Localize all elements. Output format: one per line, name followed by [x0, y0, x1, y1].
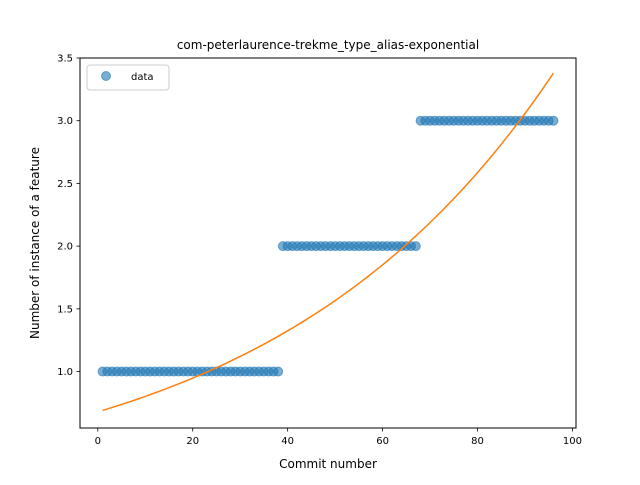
- data-point: [273, 366, 284, 377]
- y-tick-label: 1.5: [57, 304, 73, 315]
- y-axis-label: Number of instance of a feature: [28, 147, 42, 339]
- x-tick-label: 0: [95, 436, 101, 447]
- x-tick-label: 80: [471, 436, 484, 447]
- y-tick-label: 2.5: [57, 179, 73, 190]
- x-tick-label: 20: [186, 436, 199, 447]
- fit-line: [102, 72, 555, 412]
- data-point: [548, 115, 559, 126]
- y-tick-label: 3.0: [57, 116, 73, 127]
- y-tick-label: 2.0: [57, 242, 73, 253]
- axis-ticks: 0 20 40 60 80 100 1.0 1.5 2.0 2.5 3.0 3.5: [57, 54, 582, 448]
- x-tick-label: 100: [563, 436, 582, 447]
- plot-marks: [97, 72, 559, 412]
- legend-marker-data: [101, 71, 111, 81]
- y-tick-label: 1.0: [57, 367, 73, 378]
- chart-title: com-peterlaurence-trekme_type_alias-expo…: [177, 38, 479, 52]
- data-point: [410, 241, 421, 252]
- y-tick-label: 3.5: [57, 54, 73, 65]
- x-tick-label: 60: [376, 436, 389, 447]
- plot-frame: [79, 57, 577, 429]
- legend: data: [86, 64, 170, 91]
- legend-label-data: data: [131, 72, 154, 83]
- legend-box: [86, 64, 170, 91]
- x-tick-label: 40: [281, 436, 294, 447]
- x-axis-label: Commit number: [279, 457, 377, 471]
